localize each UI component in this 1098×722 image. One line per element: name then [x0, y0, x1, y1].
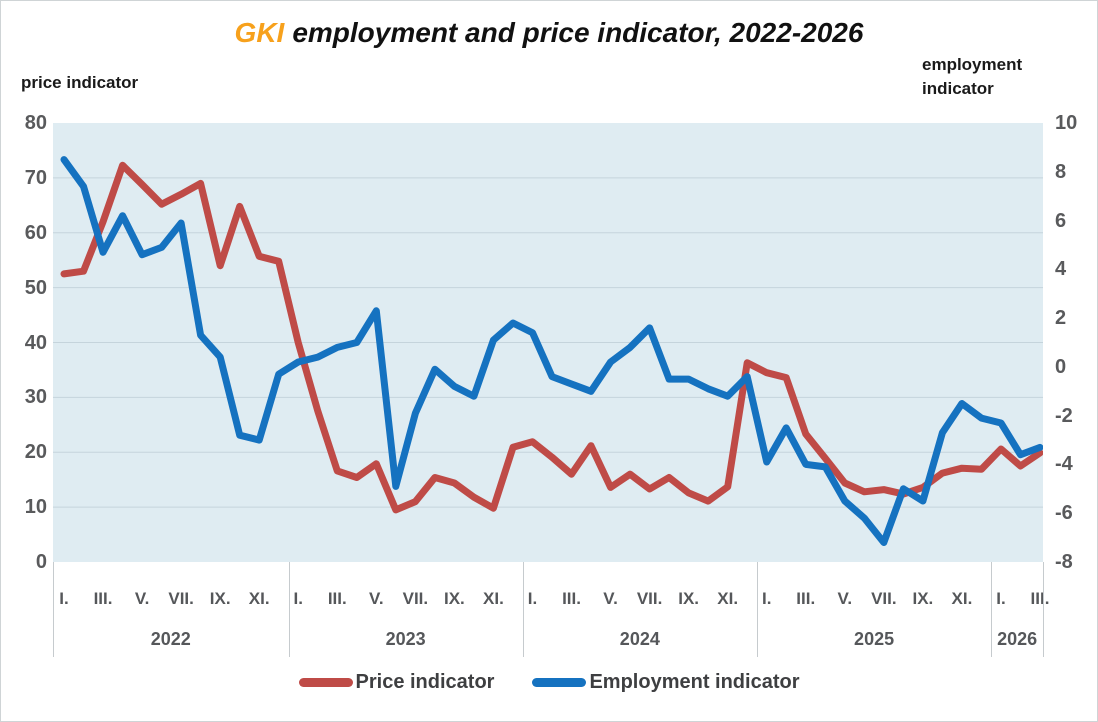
month-tick-label: VII. [871, 589, 897, 608]
legend-item: Price indicator [298, 671, 495, 694]
year-separator [1043, 562, 1044, 657]
left-axis-tick-label: 0 [35, 551, 47, 573]
month-tick-label: I. [996, 589, 1006, 608]
month-tick-label: IX. [209, 589, 231, 608]
year-label: 2026 [997, 629, 1038, 649]
left-axis-tick-label: 20 [24, 441, 47, 464]
chart-title-brand: GKI [234, 17, 285, 48]
right-axis-tick-label: -6 [1055, 502, 1073, 525]
plot-area [53, 123, 1043, 562]
left-axis-tick-label: 40 [24, 331, 47, 354]
month-tick-label: I. [59, 589, 69, 608]
right-axis-tick-label: -4 [1055, 453, 1073, 476]
month-tick-label: I. [761, 589, 772, 608]
right-axis-title: employment indicator [922, 53, 1022, 101]
year-separator [757, 562, 758, 657]
month-tick-label: IX. [912, 589, 934, 608]
right-axis-tick-label: 4 [1055, 258, 1067, 281]
year-separator [522, 562, 524, 657]
year-separator [288, 562, 290, 657]
month-tick-label: V. [369, 589, 384, 608]
month-tick-label: V. [603, 589, 618, 608]
month-tick-label: XI. [951, 589, 973, 608]
year-label: 2023 [385, 629, 426, 649]
month-tick-label: III. [562, 589, 581, 608]
month-tick-label: V. [837, 589, 853, 608]
year-label: 2022 [150, 629, 191, 649]
right-axis-tick-label: 0 [1055, 355, 1067, 378]
chart-title-text: employment and price indicator, 2022-202… [292, 17, 864, 48]
right-axis-title-line1: employment [922, 55, 1023, 74]
month-tick-label: VII. [168, 589, 194, 608]
legend-label: Employment indicator [589, 671, 800, 693]
month-tick-label: III. [93, 589, 113, 608]
chart-canvas [53, 156, 1043, 546]
left-axis-title: price indicator [21, 73, 139, 92]
right-axis-tick-label: -2 [1055, 404, 1073, 427]
price-line [60, 161, 1043, 514]
month-tick-label: I. [293, 589, 303, 608]
left-axis-tick-label: 70 [24, 166, 47, 189]
right-axis-tick-label: 2 [1055, 307, 1067, 330]
right-axis-tick-label: -8 [1055, 551, 1073, 573]
month-tick-label: XI. [483, 589, 504, 608]
year-label: 2025 [854, 629, 895, 649]
month-tick-label: III. [327, 589, 347, 608]
month-tick-label: I. [527, 589, 538, 608]
month-tick-label: VII. [636, 589, 663, 608]
right-axis-tick-label: 6 [1055, 209, 1067, 232]
month-tick-label: XI. [717, 589, 739, 608]
legend: Price indicator Employment indicator [1, 671, 1097, 694]
left-axis-tick-label: 50 [24, 276, 47, 299]
month-tick-label: V. [134, 589, 150, 608]
legend-swatch [298, 678, 353, 687]
employment-line [60, 156, 1043, 546]
legend-label: Price indicator [355, 671, 495, 693]
year-separator [991, 562, 993, 657]
chart-title: GKI employment and price indicator, 2022-… [1, 17, 1097, 49]
year-separator [53, 562, 54, 657]
right-axis-tick-label: 10 [1055, 112, 1078, 134]
month-tick-label: VII. [402, 589, 429, 608]
month-tick-label: XI. [248, 589, 270, 608]
left-axis-tick-label: 80 [24, 112, 47, 134]
left-axis-tick-label: 60 [24, 221, 47, 244]
month-tick-label: III. [1030, 589, 1050, 608]
year-label: 2024 [619, 629, 660, 649]
legend-item: Employment indicator [532, 671, 799, 694]
month-tick-label: IX. [443, 589, 465, 608]
left-axis-tick-label: 10 [24, 496, 47, 519]
right-axis-title-line2: indicator [922, 79, 994, 98]
month-tick-label: IX. [678, 589, 700, 608]
left-axis-tick-label: 30 [24, 386, 47, 409]
month-tick-label: III. [796, 589, 816, 608]
right-axis-tick-label: 8 [1055, 160, 1067, 183]
legend-swatch [532, 678, 587, 687]
